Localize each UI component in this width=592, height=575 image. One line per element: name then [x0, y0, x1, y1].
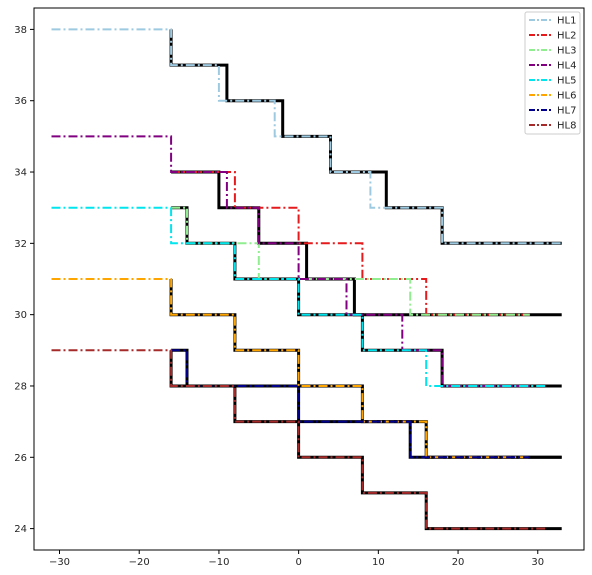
series-line-hl5: [51, 206, 546, 387]
legend-label-hl7: HL7: [557, 106, 576, 117]
x-tick-label: −20: [129, 557, 150, 568]
legend-box: [524, 11, 581, 135]
y-tick-label: 24: [14, 524, 27, 535]
series-line-hl2: [171, 171, 530, 316]
legend-label-hl2: HL2: [557, 31, 576, 42]
y-tick-label: 32: [14, 239, 27, 250]
x-tick-label: 30: [531, 557, 544, 568]
x-tick-label: −10: [208, 557, 229, 568]
series-line-hl7: [171, 349, 530, 459]
x-tick-label: −30: [49, 557, 70, 568]
legend-label-hl1: HL1: [557, 16, 576, 27]
legend-label-hl4: HL4: [557, 61, 576, 72]
y-tick-label: 36: [14, 96, 27, 107]
legend-label-hl8: HL8: [557, 121, 576, 132]
series-line-hl6: [51, 278, 530, 459]
x-tick-label: 20: [452, 557, 465, 568]
y-tick-label: 28: [14, 381, 27, 392]
y-tick-label: 34: [14, 168, 27, 179]
y-axis-ticks: 24 26 28 30 32 34 36 38: [14, 25, 34, 535]
x-tick-label: 10: [372, 557, 385, 568]
series-line-hl1: [51, 28, 562, 245]
x-axis-ticks: −30 −20 −10 0 10 20 30: [49, 550, 544, 568]
series-line-hl8: [51, 349, 546, 530]
series-lines: [51, 28, 562, 530]
legend-label-hl3: HL3: [557, 46, 576, 57]
legend-label-hl6: HL6: [557, 91, 576, 102]
y-tick-label: 30: [14, 310, 27, 321]
legend-label-hl5: HL5: [557, 76, 576, 87]
legend: HL1 HL2 HL3 HL4 HL5 HL6 HL7 HL8: [524, 11, 581, 135]
y-tick-label: 38: [14, 25, 27, 36]
y-tick-label: 26: [14, 453, 27, 464]
x-tick-label: 0: [295, 557, 301, 568]
